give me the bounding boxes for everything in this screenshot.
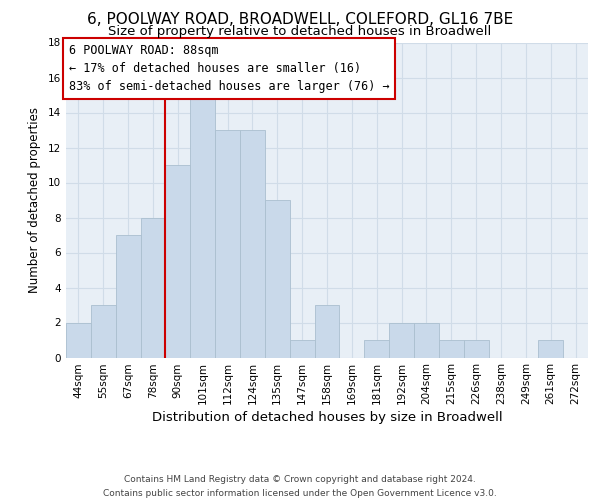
Bar [140,218,166,358]
Bar [538,340,563,357]
Bar [215,130,240,358]
Bar [116,235,140,358]
Bar [314,305,340,358]
Text: Contains HM Land Registry data © Crown copyright and database right 2024.
Contai: Contains HM Land Registry data © Crown c… [103,476,497,498]
Text: Size of property relative to detached houses in Broadwell: Size of property relative to detached ho… [109,25,491,38]
Y-axis label: Number of detached properties: Number of detached properties [28,107,41,293]
Bar [464,340,488,357]
Bar [364,340,389,357]
Bar [166,165,190,358]
Bar [265,200,290,358]
Bar [190,95,215,357]
Bar [389,322,414,358]
Bar [91,305,116,358]
Text: 6 POOLWAY ROAD: 88sqm
← 17% of detached houses are smaller (16)
83% of semi-deta: 6 POOLWAY ROAD: 88sqm ← 17% of detached … [68,44,389,93]
Bar [240,130,265,358]
Bar [414,322,439,358]
Bar [290,340,314,357]
X-axis label: Distribution of detached houses by size in Broadwell: Distribution of detached houses by size … [152,412,502,424]
Bar [439,340,464,357]
Text: 6, POOLWAY ROAD, BROADWELL, COLEFORD, GL16 7BE: 6, POOLWAY ROAD, BROADWELL, COLEFORD, GL… [87,12,513,28]
Bar [66,322,91,358]
